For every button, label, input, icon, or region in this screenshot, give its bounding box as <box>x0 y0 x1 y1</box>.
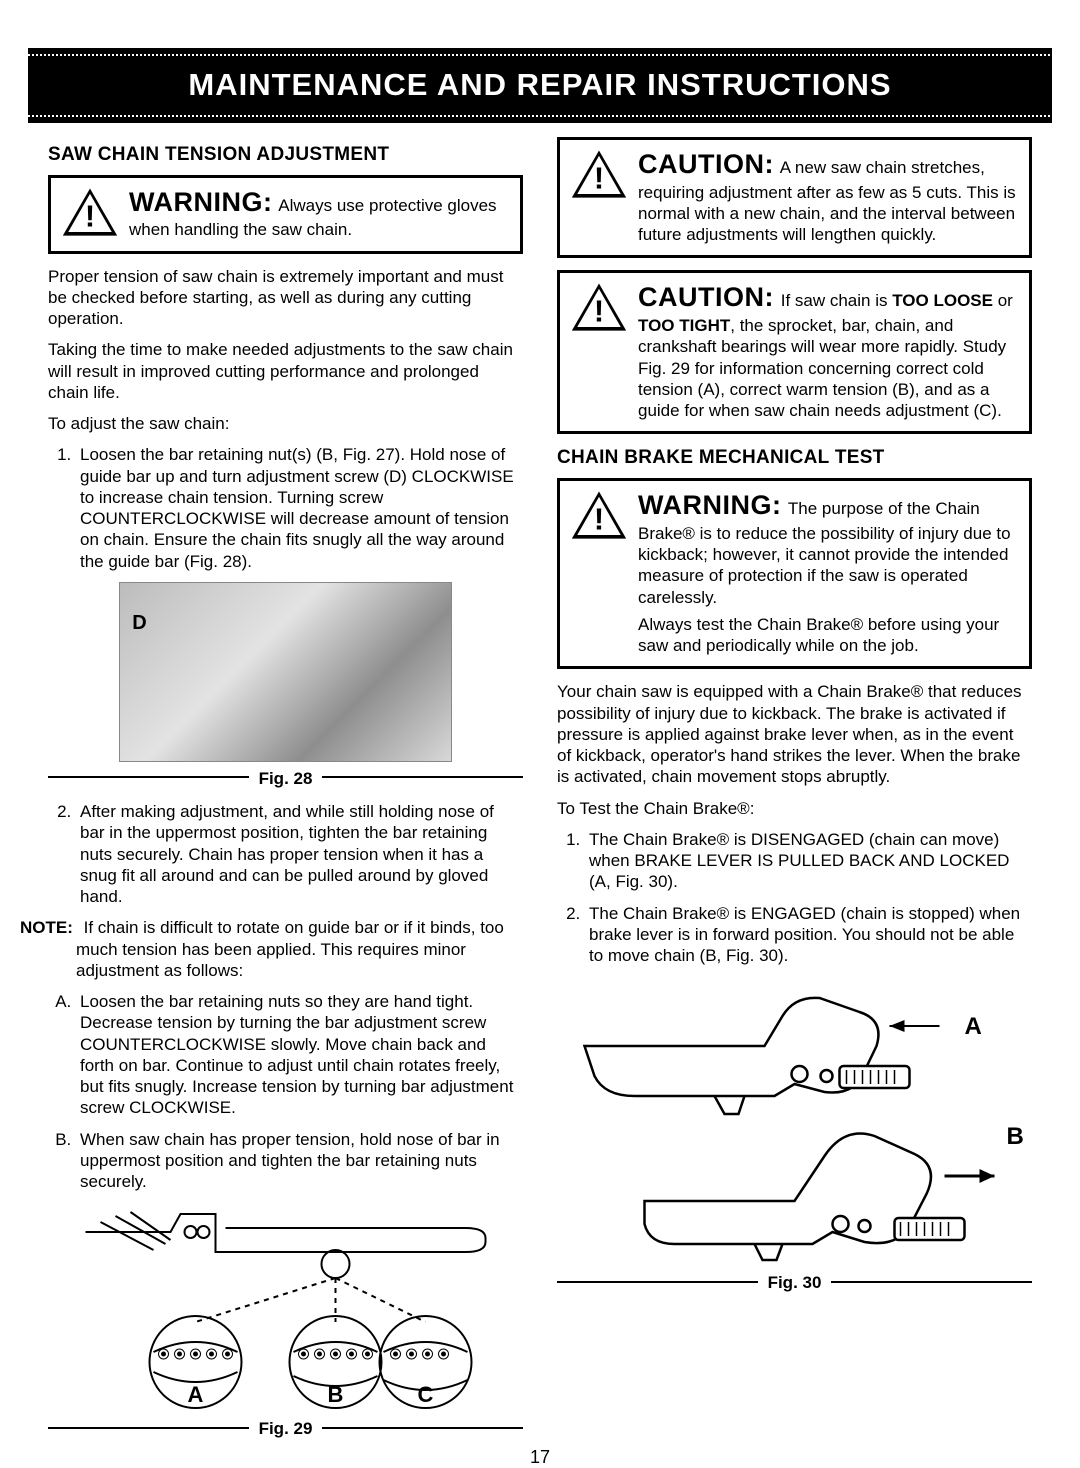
left-column: SAW CHAIN TENSION ADJUSTMENT ! WARNING: … <box>48 137 523 1452</box>
test-step-1: The Chain Brake® is DISENGAGED (chain ca… <box>585 829 1032 893</box>
warning-triangle-icon: ! <box>570 489 628 541</box>
figure-30: A B Fig. 30 <box>557 976 1032 1293</box>
paragraph: Proper tension of saw chain is extremely… <box>48 266 523 330</box>
step-1: Loosen the bar retaining nut(s) (B, Fig.… <box>76 444 523 572</box>
test-step-2: The Chain Brake® is ENGAGED (chain is st… <box>585 903 1032 967</box>
warning-triangle-icon: ! <box>61 186 119 238</box>
step-B: When saw chain has proper tension, hold … <box>76 1129 523 1193</box>
paragraph: To Test the Chain Brake®: <box>557 798 1032 819</box>
paragraph: To adjust the saw chain: <box>48 413 523 434</box>
fig29-label-B: B <box>328 1382 344 1407</box>
svg-text:!: ! <box>594 160 604 195</box>
warning-box-chain-brake: ! WARNING: The purpose of the Chain Brak… <box>557 478 1032 669</box>
svg-text:!: ! <box>594 294 604 329</box>
caution-text-bold1: TOO LOOSE <box>892 291 993 310</box>
note-body: If chain is difficult to rotate on guide… <box>76 918 504 980</box>
warning-keyword: WARNING: <box>129 187 272 217</box>
figure-28-label-D: D <box>132 611 146 636</box>
paragraph: Taking the time to make needed adjustmen… <box>48 339 523 403</box>
fig29-label-A: A <box>188 1382 204 1407</box>
figure-30-diagram: A B <box>557 976 1032 1266</box>
figure-29-diagram: A B C <box>67 1202 504 1412</box>
figure-29-caption: Fig. 29 <box>259 1418 313 1439</box>
figure-28: D Fig. 28 <box>48 582 523 789</box>
right-column: ! CAUTION: A new saw chain stretches, re… <box>557 137 1032 1452</box>
caution-box-new-chain: ! CAUTION: A new saw chain stretches, re… <box>557 137 1032 259</box>
svg-text:!: ! <box>85 198 95 233</box>
figure-28-image: D <box>119 582 452 762</box>
section-heading-chain-brake: CHAIN BRAKE MECHANICAL TEST <box>557 446 1032 470</box>
page-banner: MAINTENANCE AND REPAIR INSTRUCTIONS <box>28 48 1052 123</box>
paragraph: Your chain saw is equipped with a Chain … <box>557 681 1032 787</box>
warning-keyword: WARNING: <box>638 490 781 520</box>
svg-text:!: ! <box>594 502 604 537</box>
step-A: Loosen the bar retaining nuts so they ar… <box>76 991 523 1119</box>
figure-30-caption: Fig. 30 <box>768 1272 822 1293</box>
fig30-label-B: B <box>1007 1123 1024 1150</box>
note-heading: NOTE: <box>20 918 79 937</box>
fig30-label-A: A <box>965 1013 982 1040</box>
figure-28-caption: Fig. 28 <box>259 768 313 789</box>
caution-keyword: CAUTION: <box>638 149 774 179</box>
section-heading-tension: SAW CHAIN TENSION ADJUSTMENT <box>48 143 523 167</box>
caution-triangle-icon: ! <box>570 281 628 333</box>
warning-box-gloves: ! WARNING: Always use protective gloves … <box>48 175 523 254</box>
caution-triangle-icon: ! <box>570 148 628 200</box>
caution-text-bold2: TOO TIGHT <box>638 316 730 335</box>
warning-text-2: Always test the Chain Brake® before usin… <box>638 615 999 655</box>
caution-keyword: CAUTION: <box>638 282 774 312</box>
figure-29: A B C Fig. 29 <box>48 1202 523 1439</box>
caution-box-loose-tight: ! CAUTION: If saw chain is TOO LOOSE or … <box>557 270 1032 434</box>
step-2: After making adjustment, and while still… <box>76 801 523 907</box>
caution-text-mid: or <box>993 291 1013 310</box>
fig29-label-C: C <box>418 1382 434 1407</box>
caution-text-lead: If saw chain is <box>781 291 893 310</box>
